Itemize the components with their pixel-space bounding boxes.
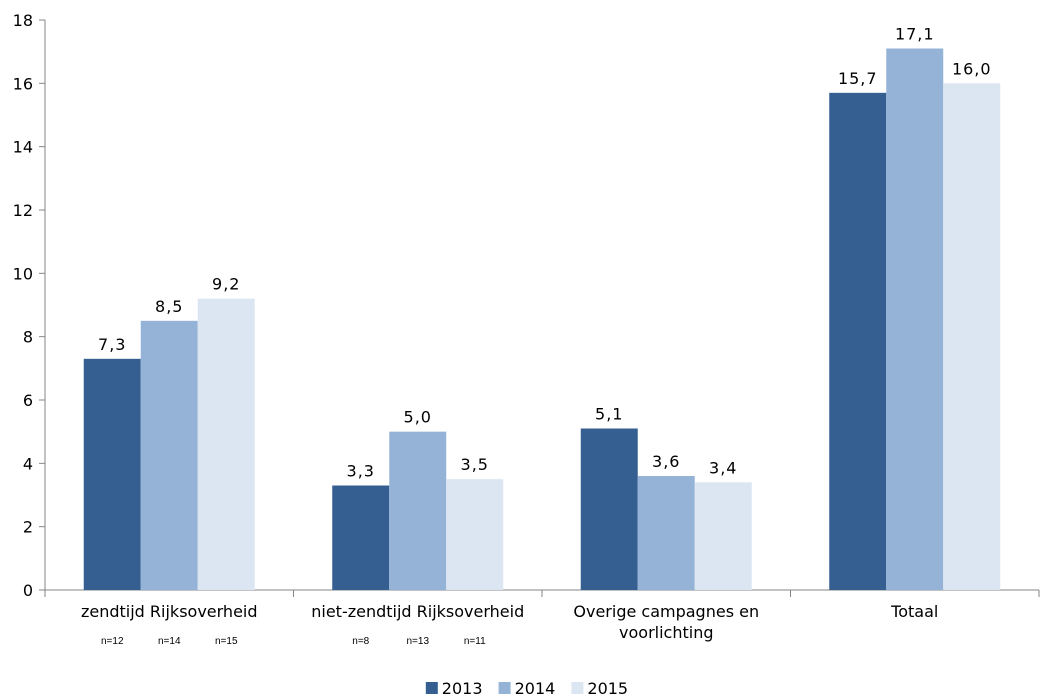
bar-2013-1 xyxy=(83,358,141,590)
legend-swatch-2015 xyxy=(571,682,584,694)
category-label: niet-zendtijd Rijksoverheid xyxy=(311,602,524,621)
data-label-2013-1: 7,3 xyxy=(98,335,126,354)
y-tick-label: 12 xyxy=(13,201,33,220)
data-label-2014-4: 17,1 xyxy=(895,25,935,44)
y-tick-label: 0 xyxy=(23,581,33,600)
data-label-2014-2: 5,0 xyxy=(404,408,432,427)
data-label-2014-3: 3,6 xyxy=(652,452,680,471)
category-label: Overige campagnes en xyxy=(573,602,759,621)
y-tick-label: 8 xyxy=(23,328,33,347)
chart-category-labels: zendtijd Rijksoverheid n=12 n=14 n=15 niet-z… xyxy=(81,602,938,647)
category-label: voorlichting xyxy=(619,623,713,642)
bar-2013-2 xyxy=(332,485,390,590)
bar-2015-1 xyxy=(197,298,255,590)
data-label-2015-3: 3,4 xyxy=(709,458,737,477)
legend-label-2014: 2014 xyxy=(515,679,556,697)
legend-label-2015: 2015 xyxy=(587,679,628,697)
data-label-2015-1: 9,2 xyxy=(212,275,240,294)
bar-2015-3 xyxy=(694,482,752,590)
y-tick-label: 2 xyxy=(23,518,33,537)
data-label-2014-1: 8,5 xyxy=(155,297,183,316)
data-label-2015-2: 3,5 xyxy=(461,455,489,474)
chart-data-labels: 7,3 8,5 9,2 3,3 5,0 3,5 5,1 3,6 3,4 15,7 17,1 16,0 xyxy=(98,25,992,481)
category-label: zendtijd Rijksoverheid xyxy=(81,602,258,621)
chart-bars xyxy=(83,48,1001,590)
bar-2015-4 xyxy=(943,83,1001,590)
y-tick-label: 4 xyxy=(23,454,33,473)
legend-swatch-2014 xyxy=(498,682,511,694)
sample-size-label: n=12 xyxy=(101,636,124,647)
y-tick-label: 6 xyxy=(23,391,33,410)
sample-size-label: n=14 xyxy=(158,636,181,647)
y-tick-label: 16 xyxy=(13,74,33,93)
bar-2013-3 xyxy=(580,428,638,590)
data-label-2013-4: 15,7 xyxy=(838,69,878,88)
sample-size-label: n=15 xyxy=(215,636,238,647)
y-tick-label: 14 xyxy=(13,138,33,157)
data-label-2013-3: 5,1 xyxy=(595,405,623,424)
bar-2014-4 xyxy=(886,48,944,590)
y-tick-label: 10 xyxy=(13,264,33,283)
category-label: Totaal xyxy=(890,602,938,621)
bar-2014-3 xyxy=(637,476,695,590)
y-tick-label: 18 xyxy=(13,11,33,30)
bar-2015-2 xyxy=(446,479,504,590)
sample-size-label: n=8 xyxy=(352,636,369,647)
bar-2013-4 xyxy=(829,92,887,590)
sample-size-label: n=13 xyxy=(406,636,429,647)
bar-2014-1 xyxy=(140,320,198,590)
legend-label-2013: 2013 xyxy=(442,679,483,697)
bar-2014-2 xyxy=(389,431,447,590)
sample-size-label: n=11 xyxy=(464,636,486,647)
legend-swatch-2013 xyxy=(425,682,438,694)
chart-legend: 2013 2014 2015 xyxy=(425,679,628,697)
data-label-2015-4: 16,0 xyxy=(952,59,992,78)
data-label-2013-2: 3,3 xyxy=(347,462,375,481)
